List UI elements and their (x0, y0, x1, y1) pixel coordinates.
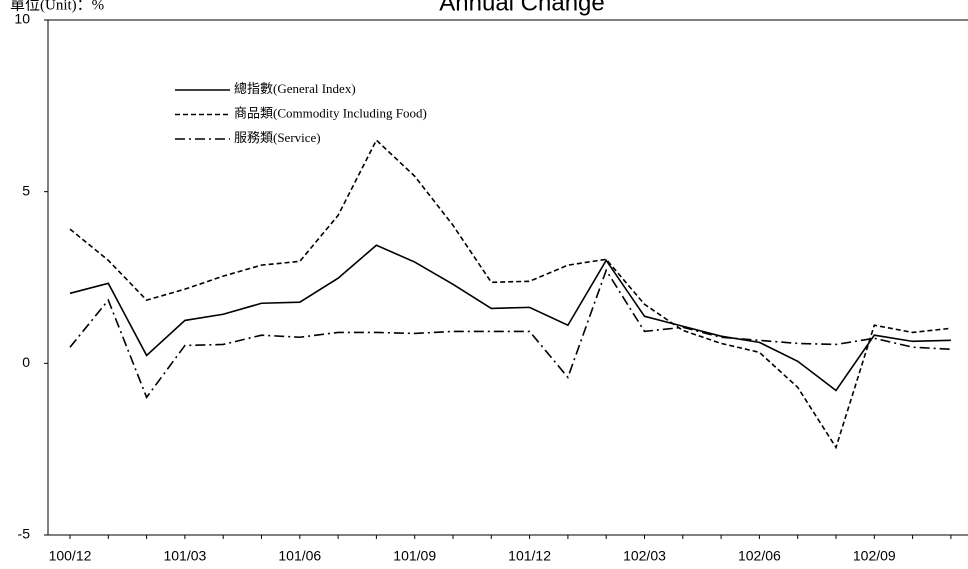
x-tick-label: 101/12 (508, 548, 551, 564)
y-tick-label: 0 (22, 354, 30, 370)
legend-label: 服務類(Service) (234, 130, 321, 145)
y-tick-label: -5 (18, 526, 31, 542)
series-line (69, 138, 951, 450)
x-tick-label: 101/09 (393, 548, 436, 564)
y-tick-label: 10 (14, 11, 30, 27)
x-tick-label: 101/06 (278, 548, 321, 564)
series-line (69, 244, 951, 392)
x-tick-label: 102/06 (738, 548, 781, 564)
legend-label: 商品類(Commodity Including Food) (234, 105, 427, 120)
x-tick-label: 102/09 (853, 548, 896, 564)
chart-title: Annual Change (439, 0, 604, 16)
x-tick-label: 102/03 (623, 548, 666, 564)
x-tick-label: 100/12 (49, 548, 92, 564)
y-axis-label: 單位(Unit)：% (10, 0, 104, 13)
legend-label: 總指數(General Index) (234, 81, 356, 96)
x-tick-label: 101/03 (163, 548, 206, 564)
series-line (69, 268, 951, 399)
y-tick-label: 5 (22, 182, 30, 198)
